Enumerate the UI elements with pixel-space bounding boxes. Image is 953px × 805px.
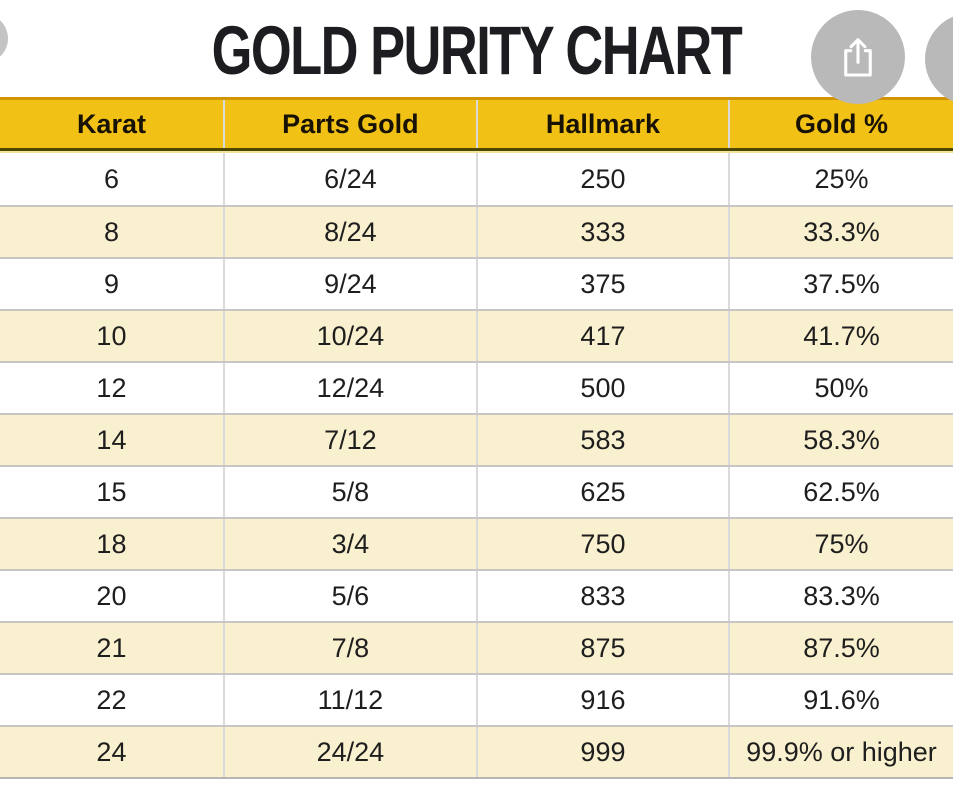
cell-gold-percent: 62.5% [803,476,880,507]
table-row: 9 9/24 375 37.5% [0,257,953,309]
cell-gold-percent: 33.3% [803,216,880,247]
cell-gold-percent: 87.5% [803,632,880,663]
column-header-gold-percent: Gold % [794,108,888,139]
cell-karat: 12 [0,363,225,413]
cell-gold-percent: 91.6% [803,684,880,715]
cell-hallmark: 916 [478,675,730,725]
cell-parts-gold: 12/24 [225,363,478,413]
cell-karat: 9 [0,259,225,309]
column-header-karat: Karat [0,100,225,148]
cell-karat: 8 [0,207,225,257]
table-row: 6 6/24 250 25% [0,153,953,205]
table-row: 15 5/8 625 62.5% [0,465,953,517]
page-title: GOLD PURITY CHART [211,12,743,89]
cell-karat: 14 [0,415,225,465]
cell-gold-percent: 75% [814,528,869,559]
table-row: 22 11/12 916 91.6% [0,673,953,725]
cell-parts-gold: 5/8 [225,467,478,517]
cell-karat: 21 [0,623,225,673]
table-row: 12 12/24 500 50% [0,361,953,413]
cell-hallmark: 750 [478,519,730,569]
gold-purity-table: Karat Parts Gold Hallmark Gold % 6 6/24 … [0,97,953,779]
cell-hallmark: 333 [478,207,730,257]
cell-parts-gold: 24/24 [225,727,478,777]
cell-parts-gold: 9/24 [225,259,478,309]
cell-hallmark: 583 [478,415,730,465]
cell-gold-percent: 58.3% [803,424,880,455]
title-band: GOLD PURITY CHART [0,0,953,97]
table-body: 6 6/24 250 25% 8 8/24 333 33.3% 9 9/24 3… [0,151,953,779]
cell-hallmark: 625 [478,467,730,517]
cell-karat: 6 [0,153,225,205]
cell-hallmark: 999 [478,727,730,777]
cell-karat: 15 [0,467,225,517]
cell-gold-percent: 83.3% [803,580,880,611]
cell-gold-percent: 41.7% [803,320,880,351]
table-row: 18 3/4 750 75% [0,517,953,569]
cell-gold-percent: 99.9% or higher [746,736,937,767]
cell-parts-gold: 10/24 [225,311,478,361]
cell-karat: 18 [0,519,225,569]
table-row: 21 7/8 875 87.5% [0,621,953,673]
column-header-parts-gold: Parts Gold [225,100,478,148]
table-row: 20 5/6 833 83.3% [0,569,953,621]
cell-hallmark: 833 [478,571,730,621]
cell-hallmark: 250 [478,153,730,205]
partial-button-left[interactable] [0,14,8,63]
cell-parts-gold: 3/4 [225,519,478,569]
cell-karat: 10 [0,311,225,361]
share-icon [844,38,872,77]
cell-hallmark: 417 [478,311,730,361]
cell-parts-gold: 6/24 [225,153,478,205]
cell-karat: 22 [0,675,225,725]
cell-parts-gold: 8/24 [225,207,478,257]
cell-gold-percent: 50% [814,372,869,403]
table-row: 10 10/24 417 41.7% [0,309,953,361]
cell-gold-percent: 25% [814,163,869,194]
table-row: 14 7/12 583 58.3% [0,413,953,465]
table-row: 24 24/24 999 99.9% or higher [0,725,953,777]
cell-hallmark: 500 [478,363,730,413]
table-row: 8 8/24 333 33.3% [0,205,953,257]
column-header-hallmark: Hallmark [478,100,730,148]
cell-karat: 24 [0,727,225,777]
cell-parts-gold: 5/6 [225,571,478,621]
cell-hallmark: 875 [478,623,730,673]
cell-parts-gold: 7/12 [225,415,478,465]
cell-gold-percent: 37.5% [803,268,880,299]
cell-karat: 20 [0,571,225,621]
share-button[interactable] [811,10,905,104]
table-header-row: Karat Parts Gold Hallmark Gold % [0,97,953,151]
cell-parts-gold: 11/12 [225,675,478,725]
cell-parts-gold: 7/8 [225,623,478,673]
cell-hallmark: 375 [478,259,730,309]
